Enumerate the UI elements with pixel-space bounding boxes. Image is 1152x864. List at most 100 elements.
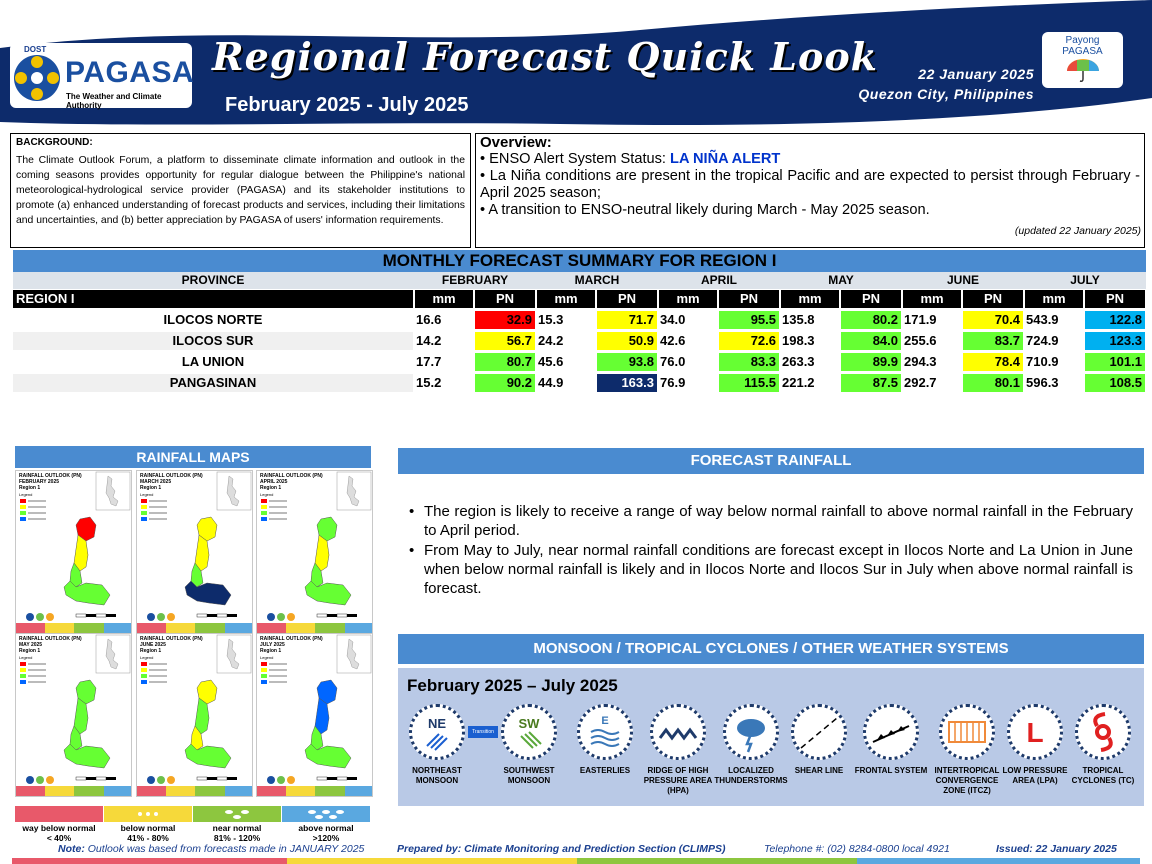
- background-heading: BACKGROUND:: [16, 137, 93, 148]
- rainfall-mm-value: 292.7: [904, 375, 937, 390]
- forecast-period: February 2025 - July 2025: [225, 94, 469, 116]
- legend-label: above normal >120%: [282, 823, 370, 843]
- map-month: APRIL 2025: [260, 479, 288, 485]
- weather-system-label: LOW PRESSURE AREA (LPA): [1002, 766, 1068, 785]
- page-footer: Note: Outlook was based from forecasts m…: [0, 843, 1152, 858]
- footer-prepared-by: Prepared by: Climate Monitoring and Pred…: [397, 843, 726, 855]
- rainfall-mm-value: 42.6: [660, 333, 686, 348]
- legend-label: below normal 41% - 80%: [104, 823, 192, 843]
- map-title-text: RAINFALL OUTLOOK (PN): [19, 636, 82, 642]
- province-row: LA UNION 17.7 80.7 45.6 93.8 76.0 83.3 263.3 89.…: [13, 353, 1146, 371]
- map-month: MARCH 2025: [140, 479, 172, 485]
- pn-column-header: PN: [963, 290, 1023, 308]
- map-region: Region 1: [19, 485, 41, 491]
- legend-label: near normal 81% - 120%: [193, 823, 281, 843]
- province-row: PANGASINAN 15.2 90.2 44.9 163.3 76.9 115.5 221.…: [13, 374, 1146, 392]
- weather-system-item: INTERTROPICAL CONVERGENCE ZONE (ITCZ): [930, 704, 1004, 796]
- rainfall-legend: way below normal < 40% below normal 41% - 8…: [15, 806, 370, 844]
- legend-label-text: way below normal: [22, 823, 96, 833]
- province-name: PANGASINAN: [13, 374, 413, 392]
- map-legend-label: Legend: [260, 492, 274, 497]
- footer-telephone: Telephone #: (02) 8284-0800 local 4921: [764, 843, 950, 855]
- rainfall-mm-value: 710.9: [1026, 354, 1059, 369]
- rainfall-mm-value: 76.0: [660, 354, 686, 369]
- rainfall-pn-value: 84.0: [841, 332, 901, 350]
- transition-label: Transition: [472, 729, 494, 735]
- forecast-rainfall-title: FORECAST RAINFALL: [398, 448, 1144, 474]
- month-header-april: APRIL: [701, 273, 737, 287]
- month-header-june: JUNE: [946, 273, 979, 287]
- legend-label-text: above normal: [298, 823, 354, 833]
- rainfall-pn-value: 93.8: [597, 353, 657, 371]
- province-row: ILOCOS SUR 14.2 56.7 24.2 50.9 42.6 72.6 198.3 8…: [13, 332, 1146, 350]
- map-legend-label: Legend: [260, 655, 274, 660]
- map-region: Region 1: [140, 485, 162, 491]
- map-title-text: RAINFALL OUTLOOK (PN): [19, 473, 82, 479]
- forecast-rainfall-list: The region is likely to receive a range …: [407, 502, 1133, 599]
- weather-systems-panel: February 2025 – July 2025 NE NORTHEAST MO…: [398, 668, 1144, 806]
- rainfall-mm-value: 263.3: [782, 354, 815, 369]
- rainfall-mm-value: 44.9: [538, 375, 564, 390]
- rainfall-mm-value: 17.7: [416, 354, 442, 369]
- overview-box: Overview: • ENSO Alert System Status: LA…: [475, 133, 1145, 248]
- header-wave-banner: [0, 0, 1152, 125]
- rainfall-pn-value: 80.7: [475, 353, 535, 371]
- high-pressure-ridge-icon: [650, 704, 706, 760]
- rainfall-outlook-map: RAINFALL OUTLOOK (PN) JULY 2025 Region 1 Le…: [256, 633, 373, 797]
- month-header-may: MAY: [828, 273, 854, 287]
- weather-system-label: SOUTHWEST MONSOON: [503, 766, 555, 785]
- rainfall-pn-value: 122.8: [1085, 311, 1145, 329]
- enso-status-value: LA NIÑA ALERT: [670, 151, 781, 167]
- map-title: RAINFALL OUTLOOK (PN) MARCH 2025 Region 1: [140, 473, 203, 491]
- rainfall-pn-value: 90.2: [475, 374, 535, 392]
- pn-column-header: PN: [597, 290, 657, 308]
- mm-column-header: mm: [903, 290, 961, 308]
- rainfall-pn-value: 80.1: [963, 374, 1023, 392]
- summary-table-header: PROVINCE FEBRUARY MARCH APRIL MAY JUNE J…: [13, 272, 1146, 289]
- background-text: The Climate Outlook Forum, a platform to…: [16, 155, 465, 226]
- low-pressure-icon: L: [1007, 704, 1063, 760]
- weather-system-item: NE NORTHEAST MONSOON: [400, 704, 474, 786]
- overview-bullet-text: A transition to ENSO-neutral likely duri…: [488, 202, 930, 218]
- map-title-text: RAINFALL OUTLOOK (PN): [140, 636, 203, 642]
- weather-system-label: TROPICAL CYCLONES (TC): [1071, 766, 1135, 785]
- pagasa-seal-icon: [14, 55, 60, 101]
- map-region: Region 1: [260, 485, 282, 491]
- weather-system-item: L LOW PRESSURE AREA (LPA): [998, 704, 1072, 786]
- svg-text:NE: NE: [428, 716, 446, 731]
- mm-column-header: mm: [537, 290, 595, 308]
- map-region: Region 1: [19, 648, 41, 654]
- month-header-february: FEBRUARY: [441, 273, 509, 287]
- rainfall-mm-value: 34.0: [660, 312, 686, 327]
- itcz-icon: [939, 704, 995, 760]
- rainfall-mm-value: 24.2: [538, 333, 564, 348]
- province-row: ILOCOS NORTE 16.6 32.9 15.3 71.7 34.0 95.5 135.…: [13, 311, 1146, 329]
- frontal-system-icon: [863, 704, 919, 760]
- rainfall-pn-value: 72.6: [719, 332, 779, 350]
- transition-arrow-icon: Transition: [468, 726, 498, 738]
- shear-line-icon: [791, 704, 847, 760]
- rainfall-outlook-map: RAINFALL OUTLOOK (PN) MAY 2025 Region 1 Leg…: [15, 633, 132, 797]
- map-title-text: RAINFALL OUTLOOK (PN): [140, 473, 203, 479]
- easterlies-icon: E: [577, 704, 633, 760]
- legend-swatch: [104, 806, 192, 822]
- weather-system-label: FRONTAL SYSTEM: [854, 766, 928, 775]
- rainfall-pn-value: 89.9: [841, 353, 901, 371]
- rainfall-mm-value: 543.9: [1026, 312, 1059, 327]
- payong-pagasa-logo: Payong PAGASA: [1042, 32, 1123, 88]
- issue-date: 22 January 2025: [918, 66, 1034, 82]
- overview-bullet-text: La Niña conditions are present in the tr…: [480, 168, 1141, 201]
- payong-line2: PAGASA: [1062, 46, 1103, 57]
- pn-column-header: PN: [841, 290, 901, 308]
- agency-tagline: The Weather and Climate Authority: [66, 92, 162, 110]
- weather-system-item: RIDGE OF HIGH PRESSURE AREA (HPA): [641, 704, 715, 796]
- tropical-cyclone-icon: [1075, 704, 1131, 760]
- weather-systems-period: February 2025 – July 2025: [407, 676, 618, 695]
- forecast-bullet: From May to July, near normal rainfall c…: [407, 541, 1133, 598]
- rainfall-mm-value: 14.2: [416, 333, 442, 348]
- region-label: REGION I: [13, 290, 413, 308]
- mm-column-header: mm: [1025, 290, 1083, 308]
- weather-system-item: E EASTERLIES: [568, 704, 642, 776]
- weather-system-label: SHEAR LINE: [794, 766, 844, 775]
